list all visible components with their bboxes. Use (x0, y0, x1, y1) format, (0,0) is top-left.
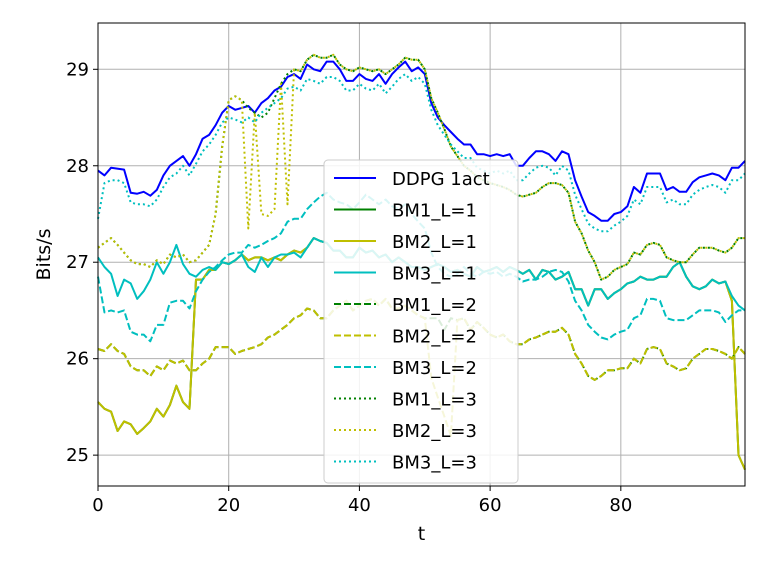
legend-label: BM1_L=2 (392, 295, 477, 316)
series-line-9 (97, 53, 745, 281)
series-line-8 (97, 53, 745, 281)
legend-label: DDPG 1act (392, 169, 490, 190)
y-tick-label: 29 (66, 59, 89, 80)
x-axis-label: t (418, 523, 425, 545)
legend-label: BM2_L=3 (392, 421, 477, 442)
series-line-1 (97, 60, 746, 222)
legend-label: BM1_L=1 (392, 201, 477, 222)
legend: DDPG 1act BM1_L=1 BM2_L=1 BM3_L=1 BM1_L=2 BM2… (323, 159, 519, 484)
axis-ticks: 0 20 40 60 80 25 26 27 28 29 (66, 59, 632, 516)
y-tick-label: 25 (66, 445, 89, 466)
y-tick-label: 27 (66, 252, 89, 273)
x-tick-label: 40 (348, 495, 371, 516)
y-tick-label: 26 (66, 349, 89, 370)
x-tick-label: 0 (92, 495, 103, 516)
legend-label: BM1_L=3 (392, 390, 477, 411)
x-tick-label: 60 (479, 495, 502, 516)
legend-label: BM2_L=2 (392, 327, 477, 348)
legend-label: BM3_L=3 (392, 453, 477, 474)
y-axis-label: Bits/s (33, 229, 55, 281)
legend-label: BM3_L=2 (392, 358, 477, 379)
x-tick-label: 20 (217, 495, 240, 516)
x-tick-label: 80 (609, 495, 632, 516)
y-tick-label: 28 (66, 156, 89, 177)
legend-label: BM3_L=1 (392, 264, 477, 285)
plot-frame (97, 22, 746, 487)
legend-label: BM2_L=1 (392, 232, 477, 253)
